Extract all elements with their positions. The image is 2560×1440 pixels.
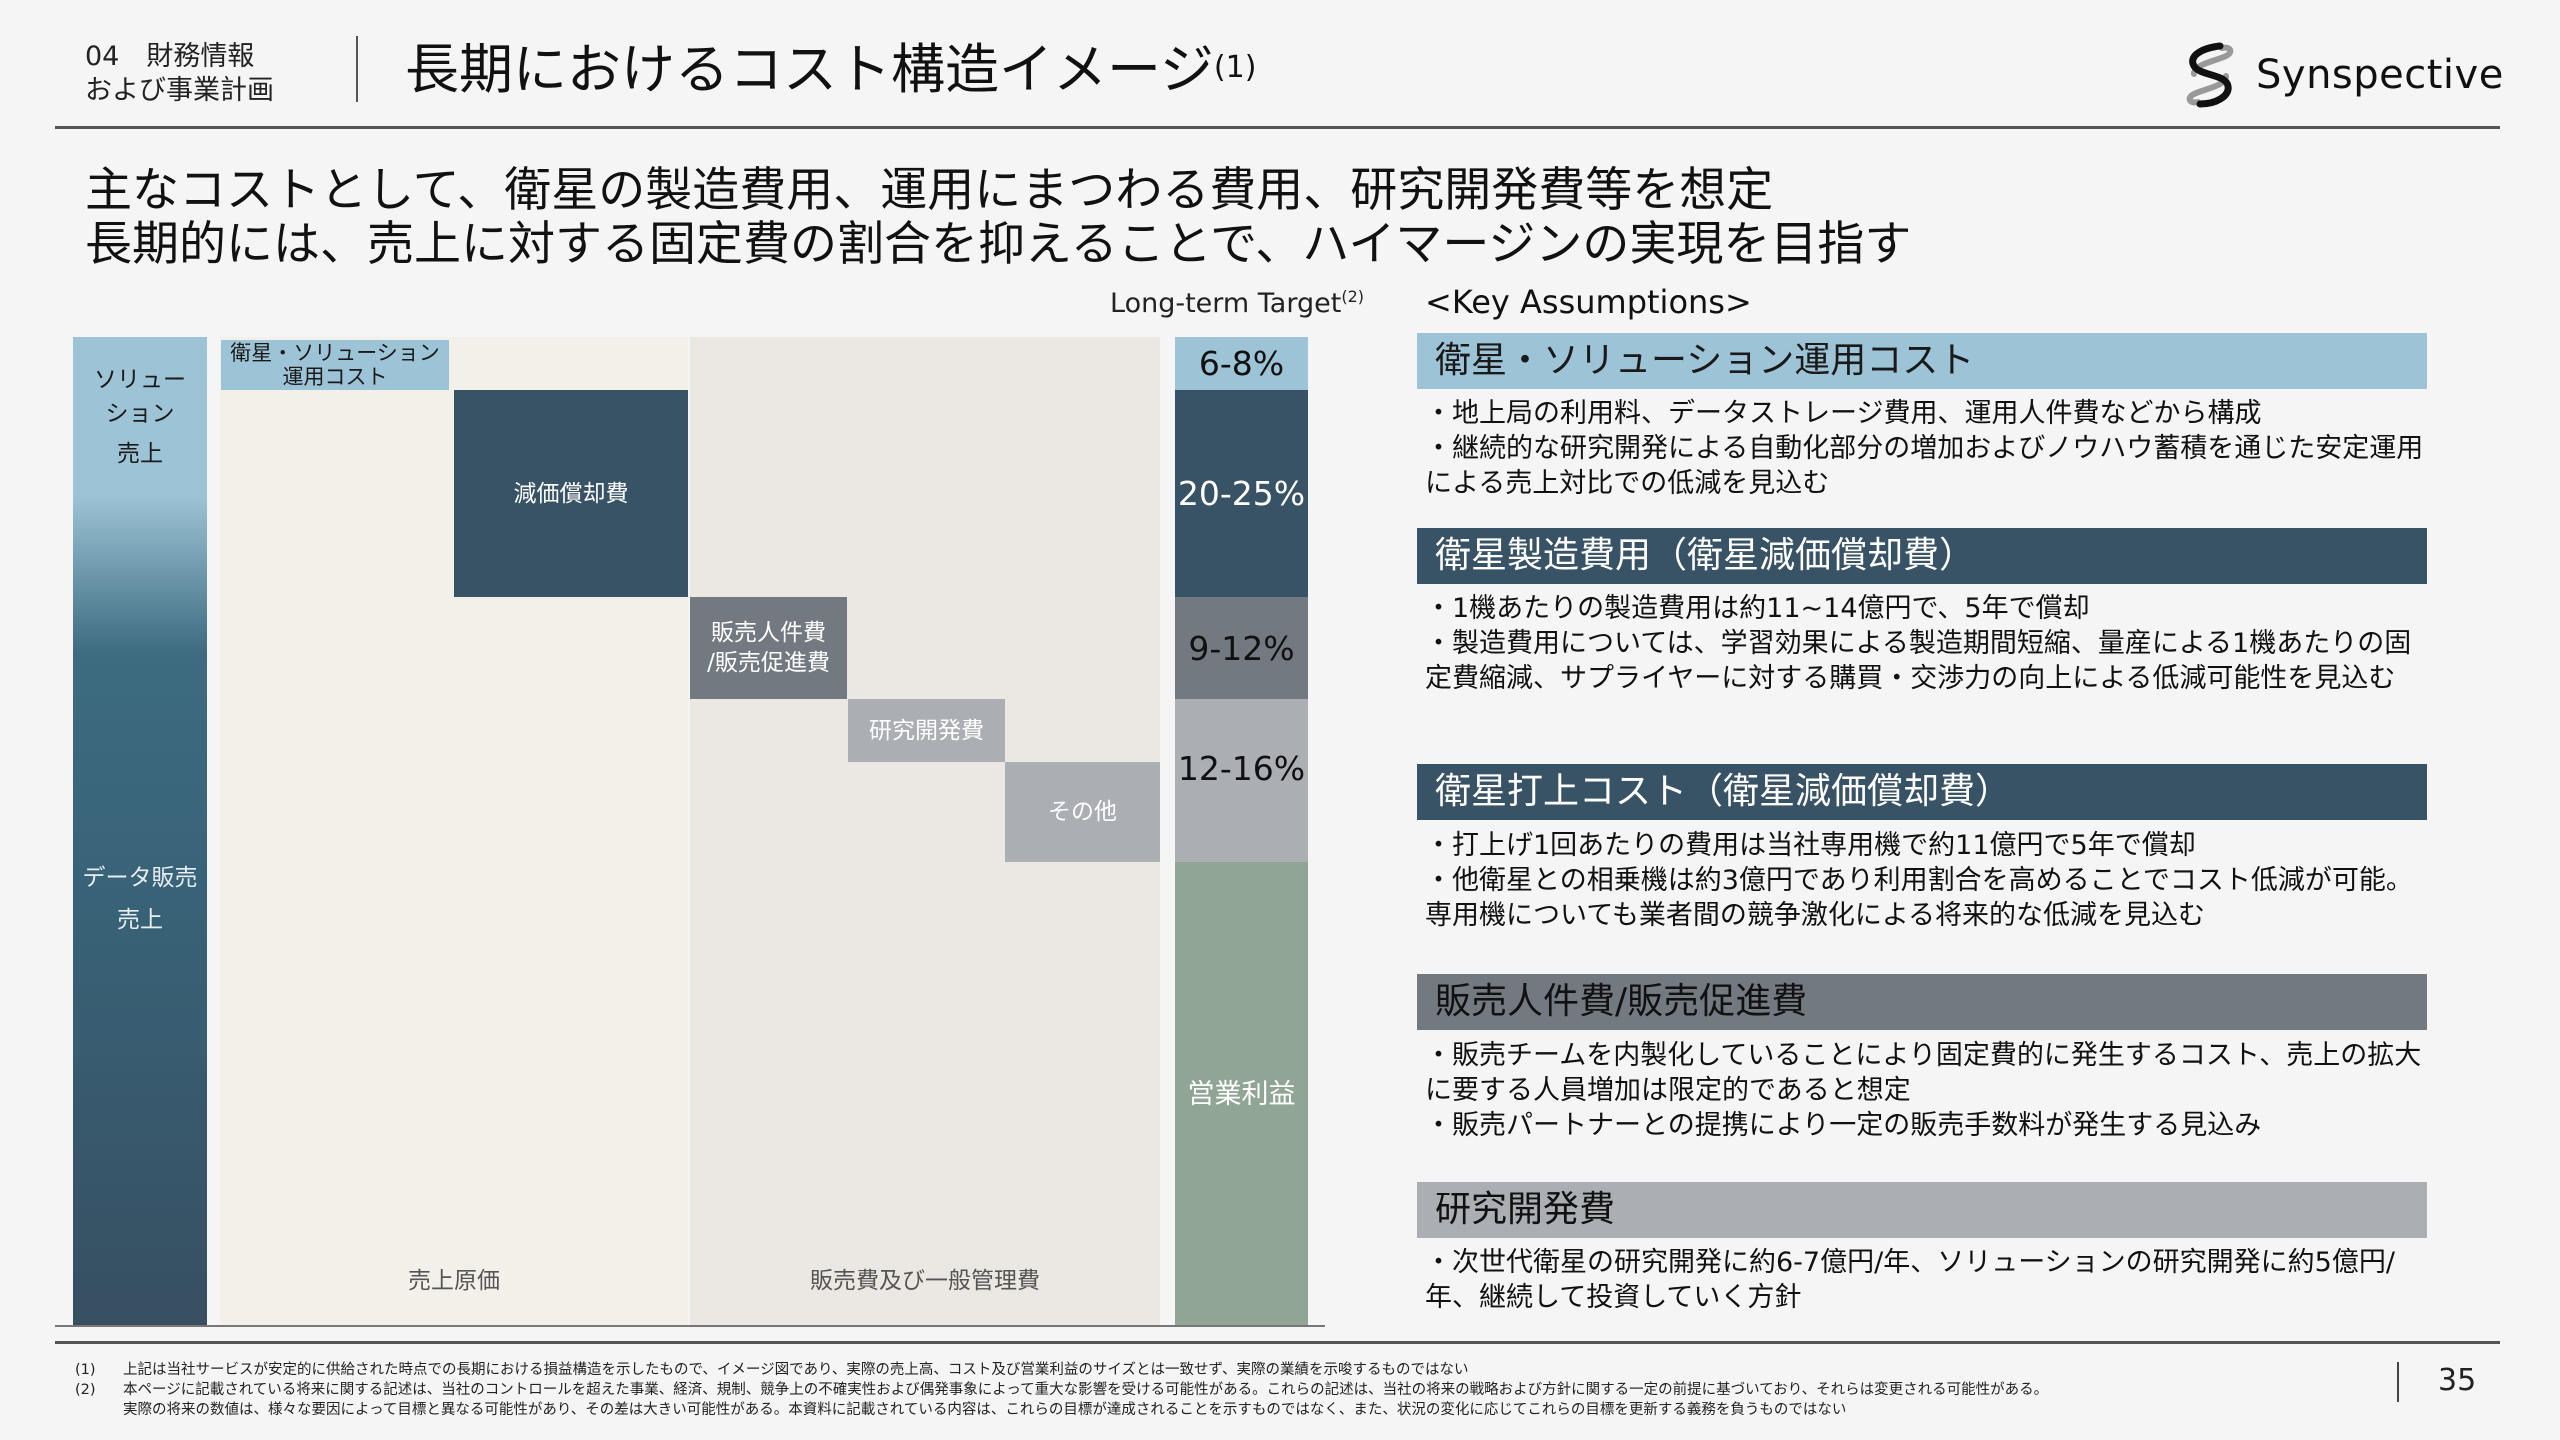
- section-label-line1: 04 財務情報: [85, 41, 255, 72]
- solution-revenue-line3: 売上: [117, 441, 163, 467]
- target-segment-depreciation: 20-25%: [1175, 390, 1308, 597]
- target-depreciation-value: 20-25%: [1177, 474, 1306, 513]
- assumption-header-launch: 衛星打上コスト（衛星減価償却費）: [1417, 764, 2427, 820]
- target-segment-operating-profit: 営業利益: [1175, 862, 1308, 1325]
- target-operating-profit-label: 営業利益: [1187, 1079, 1296, 1110]
- footnote-2: (2) 本ページに記載されている将来に関する記述は、当社のコントロールを超えた事業…: [75, 1380, 2048, 1420]
- section-label-line2: および事業計画: [85, 75, 274, 106]
- assumption-header-sales: 販売人件費/販売促進費: [1417, 974, 2427, 1030]
- title-footnote-ref: (1): [1213, 50, 1257, 85]
- footnote-1-number: (1): [75, 1362, 96, 1378]
- key-assumptions-label: <Key Assumptions>: [1425, 283, 1752, 321]
- sales-cost-line1: 販売人件費: [711, 620, 826, 646]
- assumption-bullet: ・次世代衛星の研究開発に約6-7億円/年、ソリューションの研究開発に約5億円/年…: [1425, 1247, 2395, 1313]
- headline: 主なコストとして、衛星の製造費用、運用にまつわる費用、研究開発費等を想定 長期的…: [85, 164, 1911, 272]
- solution-revenue-line2: ション: [105, 401, 175, 427]
- logo-wordmark: Synspective: [2256, 52, 2504, 98]
- data-sales-revenue-label: データ販売 売上: [73, 857, 207, 941]
- footnote-2-text-line2: 実際の将来の数値は、様々な要因によって目標と異なる可能性があり、その差は大きい可…: [123, 1402, 1847, 1418]
- target-ops-value: 6-8%: [1198, 344, 1285, 383]
- ops-cost-line2: 運用コスト: [282, 365, 388, 389]
- target-segment-ops: 6-8%: [1175, 337, 1308, 390]
- footnote-2-text-line1: 本ページに記載されている将来に関する記述は、当社のコントロールを超えた事業、経済…: [123, 1382, 2049, 1398]
- assumption-body-rnd: ・次世代衛星の研究開発に約6-7億円/年、ソリューションの研究開発に約5億円/年…: [1425, 1245, 2430, 1315]
- section-label: 04 財務情報 および事業計画: [85, 40, 274, 108]
- assumption-header-manufacturing: 衛星製造費用（衛星減価償却費）: [1417, 528, 2427, 584]
- assumption-body-sales: ・販売チームを内製化していることにより固定費的に発生するコスト、売上の拡大に要す…: [1425, 1038, 2430, 1143]
- assumption-bullet: ・販売チームを内製化していることにより固定費的に発生するコスト、売上の拡大に要す…: [1425, 1040, 2422, 1106]
- sales-cost-block: 販売人件費 /販売促進費: [690, 597, 847, 699]
- ops-cost-line1: 衛星・ソリューション: [230, 341, 440, 365]
- assumption-header-ops: 衛星・ソリューション運用コスト: [1417, 333, 2427, 389]
- company-logo: Synspective: [2182, 40, 2504, 110]
- other-label: その他: [1048, 799, 1117, 825]
- page-title: 長期におけるコスト構造イメージ(1): [405, 30, 1256, 110]
- footer-rule: [55, 1341, 2500, 1344]
- footnote-2-number: (2): [75, 1382, 96, 1398]
- page-number-divider: [2397, 1362, 2399, 1402]
- assumption-body-manufacturing: ・1機あたりの製造費用は約11~14億円で、5年で償却 ・製造費用については、学…: [1425, 591, 2430, 696]
- assumption-header-rnd: 研究開発費: [1417, 1182, 2427, 1238]
- rnd-block: 研究開発費: [848, 699, 1005, 762]
- revenue-bar: ソリュー ション 売上 データ販売 売上: [73, 337, 207, 1325]
- headline-line1: 主なコストとして、衛星の製造費用、運用にまつわる費用、研究開発費等を想定: [85, 163, 1774, 218]
- ops-cost-block: 衛星・ソリューション 運用コスト: [221, 340, 449, 390]
- long-term-target-label: Long-term Target(2): [1110, 287, 1364, 319]
- assumption-bullet: ・1機あたりの製造費用は約11~14億円で、5年で償却: [1425, 593, 2090, 624]
- cogs-label: 売上原価: [408, 1268, 500, 1294]
- headline-line2: 長期的には、売上に対する固定費の割合を抑えることで、ハイマージンの実現を目指す: [85, 217, 1912, 272]
- data-sales-line2: 売上: [117, 907, 163, 933]
- sga-label: 販売費及び一般管理費: [810, 1268, 1040, 1294]
- assumption-bullet: ・他衛星との相乗機は約3億円であり利用割合を高めることでコスト低減が可能。専用機…: [1425, 865, 2413, 931]
- assumption-body-launch: ・打上げ1回あたりの費用は当社専用機で約11億円で5年で償却 ・他衛星との相乗機…: [1425, 828, 2430, 933]
- target-rnd-other-value: 12-16%: [1177, 749, 1306, 788]
- sales-cost-line2: /販売促進費: [707, 650, 830, 676]
- long-term-footnote-ref: (2): [1341, 287, 1364, 306]
- chart-baseline: [55, 1325, 1325, 1327]
- depreciation-block: 減価償却費: [454, 390, 688, 597]
- assumption-bullet: ・打上げ1回あたりの費用は当社専用機で約11億円で5年で償却: [1425, 830, 2196, 861]
- synspective-logo-icon: [2186, 42, 2234, 108]
- header-divider: [356, 36, 358, 102]
- assumption-bullet: ・販売パートナーとの提携により一定の販売手数料が発生する見込み: [1425, 1110, 2262, 1141]
- assumption-body-ops: ・地上局の利用料、データストレージ費用、運用人件費などから構成 ・継続的な研究開…: [1425, 396, 2430, 501]
- data-sales-line1: データ販売: [82, 865, 198, 891]
- target-segment-sales: 9-12%: [1175, 597, 1308, 699]
- assumption-bullet: ・製造費用については、学習効果による製造期間短縮、量産による1機あたりの固定費縮…: [1425, 628, 2412, 694]
- target-segment-rnd-other: 12-16%: [1175, 699, 1308, 862]
- page-title-text: 長期におけるコスト構造イメージ: [405, 38, 1214, 101]
- rnd-label: 研究開発費: [869, 717, 984, 744]
- solution-revenue-label: ソリュー ション 売上: [73, 363, 207, 471]
- page-number: 35: [2438, 1363, 2477, 1398]
- assumption-bullet: ・地上局の利用料、データストレージ費用、運用人件費などから構成: [1425, 398, 2262, 429]
- footnote-1: (1) 上記は当社サービスが安定的に供給された時点での長期における損益構造を示した…: [75, 1360, 1468, 1380]
- target-sales-value: 9-12%: [1188, 628, 1295, 668]
- long-term-target-text: Long-term Target: [1110, 288, 1342, 319]
- other-block: その他: [1005, 762, 1160, 862]
- depreciation-label: 減価償却費: [513, 480, 629, 507]
- assumption-bullet: ・継続的な研究開発による自動化部分の増加およびノウハウ蓄積を通じた安定運用による…: [1425, 433, 2424, 499]
- footnote-1-text: 上記は当社サービスが安定的に供給された時点での長期における損益構造を示したもので…: [123, 1362, 1469, 1378]
- solution-revenue-line1: ソリュー: [94, 367, 186, 393]
- header-rule: [55, 126, 2500, 129]
